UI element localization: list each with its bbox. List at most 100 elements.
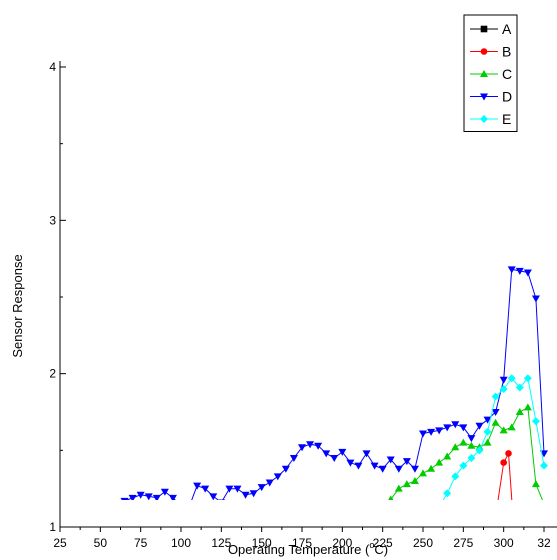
series-d-point <box>435 427 444 435</box>
series-e-point <box>354 518 362 526</box>
series-e-point <box>443 489 452 498</box>
series-d-point <box>281 465 290 473</box>
series-d-point <box>362 450 371 458</box>
series-a-point <box>379 521 386 528</box>
series-d-point <box>193 482 202 490</box>
series-b-point <box>492 513 499 520</box>
series-a-point <box>291 521 298 528</box>
series-d-point <box>427 428 436 436</box>
series-b-point <box>387 519 394 526</box>
series-b-point <box>396 519 403 526</box>
series-a-point <box>444 521 451 528</box>
series-a-point <box>500 510 507 517</box>
x-tick-label: 275 <box>453 536 473 550</box>
series-a-point <box>258 518 265 525</box>
series-d-point <box>233 485 242 493</box>
series-d-point <box>475 422 484 430</box>
series-b-point <box>379 518 386 525</box>
series-b-point <box>275 522 282 529</box>
x-axis-title-unit: C) <box>374 542 388 557</box>
series-e-point <box>282 518 290 526</box>
series-b-point <box>505 450 512 457</box>
legend-box <box>463 14 518 132</box>
series-e-point <box>531 417 540 426</box>
x-tick-label: 150 <box>252 536 272 550</box>
series-a-point <box>484 515 491 522</box>
x-tick-label: 250 <box>413 536 433 550</box>
series-d-point <box>314 442 323 450</box>
series-c-point <box>121 515 129 522</box>
series-d-point <box>249 490 258 498</box>
series-b-point <box>266 522 273 529</box>
series-e-point <box>395 514 403 522</box>
series-e-point <box>507 374 516 383</box>
series-e-point <box>177 515 185 523</box>
series-b-point <box>323 521 330 528</box>
series-d-point <box>265 479 274 487</box>
x-tick-label: 225 <box>373 536 393 550</box>
series-d-point <box>346 459 355 467</box>
series-c-point <box>379 512 387 519</box>
y-tick-label: 2 <box>49 367 56 381</box>
series-d-point <box>370 462 379 470</box>
series-c <box>112 403 548 527</box>
series-b-point <box>331 521 338 528</box>
series-c-point <box>499 426 508 434</box>
series-e-point <box>72 512 80 520</box>
series-c-point <box>274 518 282 525</box>
series-a-point <box>81 518 88 525</box>
series-c-point <box>394 484 403 492</box>
legend-label-e: E <box>502 111 511 127</box>
series-d-point <box>201 485 210 493</box>
series-c-point <box>322 520 330 527</box>
series-e-point <box>290 518 298 526</box>
y-tick-label: 1 <box>49 520 56 534</box>
series-c-point <box>169 517 177 524</box>
series-d-point <box>104 506 112 513</box>
series-b-point <box>500 459 507 466</box>
series-d-point <box>209 493 218 500</box>
series-a-point <box>452 521 459 528</box>
series-c-point <box>112 517 120 524</box>
series-a-point <box>315 521 322 528</box>
series-e-point <box>363 518 371 526</box>
series-e-point <box>64 514 72 522</box>
y-axis: 1 2 3 4 <box>49 60 66 534</box>
series-b-point <box>363 516 370 523</box>
series-d-point <box>394 465 403 473</box>
series-e-point <box>314 518 322 526</box>
series-a-point <box>105 516 112 523</box>
series-e-point <box>225 512 233 520</box>
series-a-point <box>275 521 282 528</box>
series-e-point <box>129 512 137 520</box>
series-d-point <box>330 455 339 462</box>
series-e-point <box>483 427 492 436</box>
series-b-point <box>476 515 483 522</box>
series-b-point <box>428 521 435 528</box>
series-c-point <box>435 458 444 466</box>
series-d-point <box>136 491 145 499</box>
series-a-point <box>468 519 475 526</box>
series-d-point <box>322 450 331 458</box>
series-b-line <box>497 451 513 500</box>
series-b-point <box>436 518 443 525</box>
series-b-point <box>525 519 532 526</box>
series-d-point <box>225 485 234 493</box>
series-a-point <box>218 516 225 523</box>
series-c-point <box>298 520 306 527</box>
series-c-point <box>540 500 548 507</box>
series-e-point <box>201 506 209 514</box>
series-d-point <box>459 424 468 432</box>
legend-label-d: D <box>502 89 512 105</box>
series-c-point <box>306 520 314 527</box>
series-c-point <box>402 480 411 488</box>
series-c-point <box>250 518 258 525</box>
series-b-point <box>371 516 378 523</box>
series-a-point <box>73 516 80 523</box>
series-e-point <box>475 446 484 455</box>
series-c-point <box>523 403 532 411</box>
series-a-point <box>283 521 290 528</box>
series-a-point <box>65 518 72 525</box>
series-a-point <box>170 519 177 526</box>
series-a-point <box>371 521 378 528</box>
